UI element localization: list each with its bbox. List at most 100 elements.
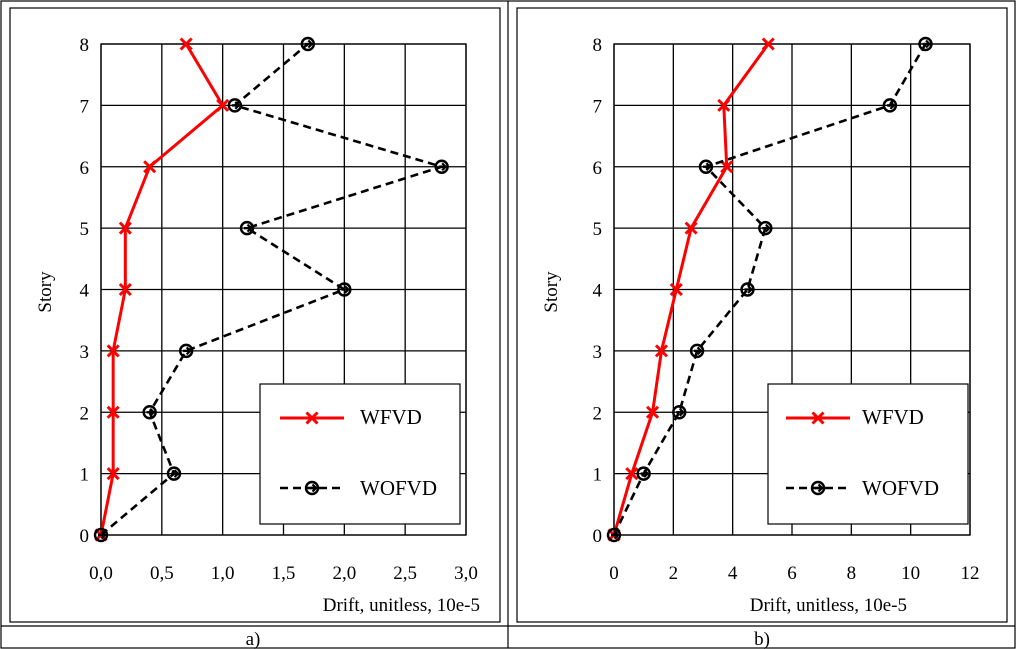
- chart-a-y-tick-label: 4: [80, 281, 90, 302]
- chart-b-x-tick-label: 8: [847, 563, 857, 584]
- chart-a-series-wofvd-point: [300, 36, 316, 52]
- chart-a-series-wofvd-point: [434, 159, 449, 174]
- chart-b-y-tick-label: 0: [593, 526, 603, 547]
- chart-a-series-wfvd-point: [143, 160, 157, 174]
- chart-b-x-ticks: 0 2 4 6 8 10 12: [609, 563, 979, 584]
- chart-b-series-wfvd-point: [720, 160, 734, 174]
- chart-b-series-wfvd-point: [654, 344, 669, 358]
- chart-a-series-wfvd-point: [216, 98, 230, 112]
- chart-a-legend: WFVD WOFVD: [259, 383, 461, 525]
- chart-b-y-tick-label: 7: [593, 96, 603, 117]
- chart-b-series-wofvd-point: [758, 220, 773, 236]
- chart-b-series-wofvd-point: [606, 527, 622, 543]
- chart-a-series-wfvd-point: [179, 37, 193, 51]
- chart-a-series-wofvd-point: [239, 220, 255, 236]
- chart-a-legend-label-wfvd: WFVD: [360, 405, 422, 429]
- chart-b-legend-marker-wofvd: [810, 480, 826, 496]
- chart-a-y-tick-label: 6: [80, 158, 90, 179]
- chart-a-y-ticks: 0 1 2 3 4 5 6 7 8: [80, 35, 90, 547]
- chart-b-legend-swatch-wofvd: [786, 480, 850, 496]
- chart-b-legend: WFVD WOFVD: [767, 383, 969, 525]
- chart-a-x-ticks: 0,0 0,5 1,0 1,5 2,0 2,5 3,0: [89, 563, 478, 584]
- chart-b-y-tick-label: 1: [593, 465, 603, 486]
- chart-a-series-layer: [93, 36, 449, 543]
- chart-a-series-wofvd-point: [166, 466, 182, 481]
- chart-a-x-tick-label: 1,0: [211, 563, 235, 584]
- chart-a-y-tick-label: 7: [80, 96, 90, 117]
- chart-a-series-wofvd-point: [93, 527, 109, 543]
- chart-b-series-wofvd-point: [918, 36, 933, 52]
- chart-b-series-wofvd-point: [740, 282, 755, 297]
- chart-b-y-tick-label: 3: [593, 342, 603, 363]
- chart-b-series-layer: [606, 36, 933, 543]
- chart-b-y-tick-label: 5: [593, 219, 603, 240]
- chart-b-legend-box: [767, 383, 969, 525]
- chart-a-outer-border: [9, 7, 501, 623]
- chart-b-series-wofvd-point: [882, 98, 898, 113]
- chart-b-x-tick-label: 0: [609, 563, 619, 584]
- chart-a-legend-swatch-wofvd: [280, 480, 344, 496]
- chart-a-legend-marker-wofvd: [304, 480, 320, 496]
- chart-a-series-wofvd-point: [142, 405, 157, 420]
- chart-b-x-axis-label: Drift, unitless, 10e-5: [750, 595, 907, 616]
- chart-a-x-tick-label: 0,5: [150, 563, 174, 584]
- chart-a-series-wfvd-point: [106, 344, 120, 358]
- chart-b-y-tick-label: 6: [593, 158, 603, 179]
- chart-b-x-tick-label: 2: [669, 563, 679, 584]
- chart-b-series-wfvd-point: [625, 467, 639, 481]
- chart-a-x-tick-label: 1,5: [272, 563, 296, 584]
- chart-b-x-tick-label: 4: [728, 563, 738, 584]
- chart-a-legend-swatch-wfvd: [280, 411, 344, 425]
- chart-b-outer-border: [516, 7, 1008, 623]
- chart-b-series-wofvd-point: [698, 159, 714, 174]
- chart-a-x-tick-label: 3,0: [454, 563, 478, 584]
- chart-a-series-wfvd-point: [118, 282, 132, 297]
- chart-b-series-wofvd-point: [636, 466, 651, 481]
- chart-a-caption: a): [246, 629, 261, 649]
- chart-a-plot-area: [100, 43, 467, 536]
- chart-a-y-tick-label: 3: [80, 342, 90, 363]
- chart-a-y-tick-label: 5: [80, 219, 90, 240]
- chart-a: 0,0 0,5 1,0 1,5 2,0 2,5 3,0 0 1 2 3 4 5 6 7 8 Story Dr…: [35, 35, 480, 616]
- chart-b-y-tick-label: 4: [593, 281, 603, 302]
- chart-b-plot-area: [613, 43, 971, 536]
- chart-a-y-tick-label: 1: [80, 465, 90, 486]
- chart-b-caption: b): [754, 629, 770, 649]
- chart-b-legend-swatch-wfvd: [786, 411, 850, 425]
- chart-a-x-axis-label: Drift, unitless, 10e-5: [323, 595, 480, 616]
- chart-b-legend-label-wofvd: WOFVD: [862, 476, 939, 500]
- chart-a-legend-marker-wfvd: [305, 411, 319, 425]
- chart-a-series-wofvd-point: [227, 98, 243, 113]
- chart-b-series-wofvd-line: [612, 43, 927, 536]
- chart-a-x-tick-label: 0,0: [89, 563, 113, 584]
- chart-a-series-wofvd-point: [337, 282, 352, 297]
- chart-b-series-wfvd-point: [669, 282, 683, 297]
- chart-b-y-ticks: 0 1 2 3 4 5 6 7 8: [593, 35, 603, 547]
- chart-b-series-wfvd-point: [761, 37, 775, 51]
- chart-a-series-wofvd-point: [178, 343, 194, 359]
- chart-a-series-wfvd-point: [106, 467, 120, 481]
- chart-a-x-tick-label: 2,0: [332, 563, 356, 584]
- chart-b-y-tick-label: 2: [593, 403, 603, 424]
- chart-a-series-wfvd-point: [106, 405, 120, 419]
- chart-b-series-wfvd-point: [684, 221, 698, 235]
- chart-b-x-tick-label: 12: [961, 563, 980, 584]
- chart-b-x-tick-label: 6: [787, 563, 797, 584]
- chart-b-x-tick-label: 10: [901, 563, 920, 584]
- chart-b-legend-label-wfvd: WFVD: [862, 405, 924, 429]
- chart-a-legend-label-wofvd: WOFVD: [360, 476, 437, 500]
- chart-a-y-tick-label: 2: [80, 403, 90, 424]
- chart-a-y-axis-label: Story: [35, 271, 56, 313]
- chart-b-series-wfvd-point: [717, 98, 731, 112]
- chart-b-series-wfvd-point: [646, 405, 660, 419]
- chart-b-y-tick-label: 8: [593, 35, 603, 56]
- chart-b-y-axis-label: Story: [541, 271, 562, 313]
- chart-a-legend-box: [259, 383, 461, 525]
- chart-a-y-tick-label: 8: [80, 35, 90, 56]
- chart-a-series-wofvd-line: [100, 43, 447, 536]
- chart-a-y-tick-label: 0: [80, 526, 90, 547]
- chart-b-legend-marker-wfvd: [811, 411, 825, 425]
- chart-b-series-wofvd-point: [689, 343, 705, 359]
